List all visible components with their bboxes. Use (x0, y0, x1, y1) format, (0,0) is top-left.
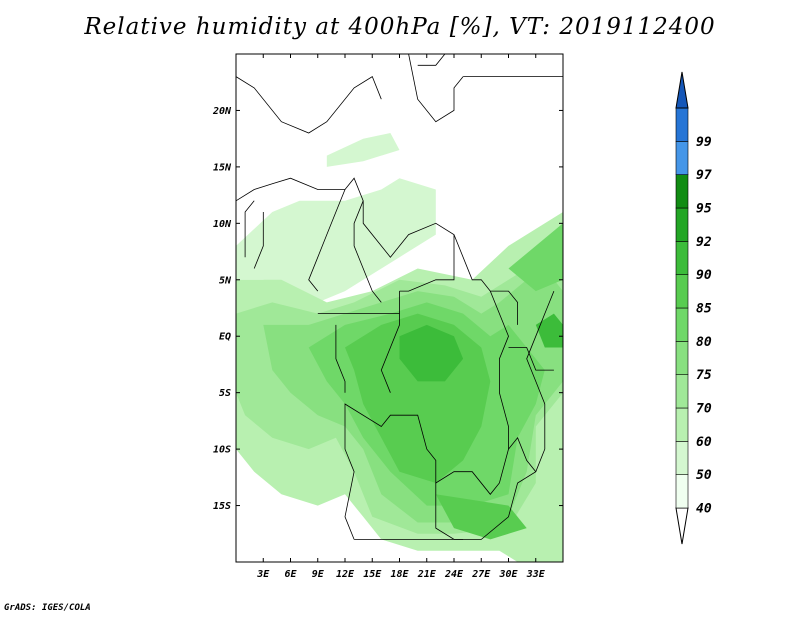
colorbar-segment (675, 341, 689, 375)
boundary-line-5 (353, 200, 382, 303)
lon-tick-label: 15E (363, 569, 382, 580)
humidity-region-7 (399, 324, 464, 382)
lon-tick-label: 12E (336, 569, 355, 580)
humidity-fill-layer (236, 133, 563, 562)
colorbar-segment (675, 241, 689, 275)
lon-tick-label: 30E (498, 569, 518, 580)
boundary-line-12 (508, 347, 554, 371)
colorbar-top-arrow (675, 71, 689, 109)
map-title: Relative humidity at 400hPa [%], VT: 201… (84, 14, 716, 40)
lat-tick-label: 15N (213, 162, 232, 173)
colorbar-label: 75 (696, 368, 712, 383)
lon-tick-label: 18E (390, 569, 409, 580)
lon-tick-label: 3E (256, 569, 270, 580)
lon-tick-label: 21E (417, 569, 437, 580)
humidity-region-9 (508, 223, 563, 292)
colorbar-label: 60 (696, 435, 712, 450)
lat-tick-label: 10S (213, 445, 231, 456)
boundary-line-1 (236, 177, 518, 325)
lon-tick-label: 6E (284, 569, 297, 580)
colorbar-segment (675, 307, 689, 342)
axis-ticks: 20N 15N 10N 5N EQ 5S 10S 15S 3E 6E 9E 12E 15E 18E 21E 2… (212, 54, 563, 580)
boundary-line-16 (408, 54, 464, 123)
colorbar-segment (675, 274, 689, 309)
lat-tick-label: 10N (213, 219, 232, 230)
colorbar-label: 97 (696, 168, 712, 183)
colorbar-label: 85 (696, 302, 712, 317)
colorbar-segment (675, 174, 689, 209)
humidity-region-10 (535, 313, 563, 348)
colorbar-segment (675, 407, 689, 442)
boundary-line-8 (380, 291, 400, 393)
colorbar-segment (675, 374, 689, 409)
colorbar-bottom-arrow (675, 507, 689, 545)
colorbar-segment (675, 107, 689, 142)
lon-tick-label: 9E (312, 569, 325, 580)
colorbar-segment (675, 474, 689, 509)
boundary-line-10 (344, 290, 509, 540)
lat-tick-label: 5S (219, 388, 231, 399)
colorbar-label: 50 (696, 468, 712, 483)
colorbar-label: 99 (696, 135, 712, 150)
boundary-line-2 (244, 200, 255, 258)
colorbar: 40 50 60 70 75 80 85 90 92 95 97 99 (675, 71, 712, 545)
lat-tick-label: 15S (213, 501, 231, 512)
colorbar-segment (675, 141, 689, 175)
lat-tick-label: EQ (219, 332, 231, 343)
lat-tick-label: 5N (219, 275, 232, 286)
grads-credit: GrADS: IGES/COLA (4, 603, 91, 613)
country-boundaries (236, 54, 563, 540)
colorbar-label: 90 (696, 268, 712, 283)
humidity-region-1 (326, 133, 400, 167)
boundary-line-3 (253, 212, 264, 269)
boundary-line-4 (308, 189, 346, 292)
colorbar-label: 80 (696, 335, 712, 350)
colorbar-segment (675, 207, 689, 242)
lat-tick-label: 20N (212, 106, 232, 117)
colorbar-label: 40 (696, 502, 712, 517)
colorbar-label: 92 (696, 235, 712, 250)
colorbar-segment (675, 441, 689, 475)
lon-tick-label: 24E (444, 569, 464, 580)
humidity-region-8 (435, 494, 527, 540)
humidity-region-0 (236, 178, 436, 303)
boundary-line-14 (508, 437, 537, 472)
boundary-line-7 (335, 324, 346, 393)
lon-tick-label: 27E (471, 569, 491, 580)
boundary-line-9 (399, 234, 455, 292)
colorbar-label: 70 (696, 402, 712, 417)
lon-tick-label: 33E (526, 569, 546, 580)
colorbar-label: 95 (696, 202, 712, 217)
boundary-line-0 (236, 76, 382, 134)
boundary-line-15 (417, 54, 446, 66)
